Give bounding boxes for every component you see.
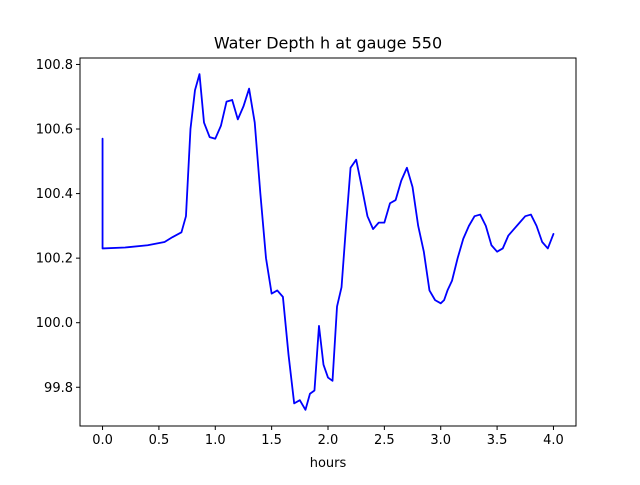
x-tick-label: 4.0: [543, 433, 564, 448]
series-line-0: [101, 73, 555, 411]
x-tick-label: 1.0: [205, 433, 226, 448]
x-tick-label: 2.5: [374, 433, 395, 448]
x-axis-label: hours: [310, 456, 347, 471]
plot-area: 0.0 0.5 1.0 1.5 2.0 2.5 3.0 3.5 4.0 99.8 100.0 100.…: [36, 57, 577, 448]
x-tick-label: 3.0: [430, 433, 451, 448]
y-tick-label: 100.4: [36, 187, 73, 202]
y-tick-label: 100.2: [36, 252, 73, 267]
y-tick-label: 100.8: [36, 58, 73, 73]
y-tick-label: 99.8: [44, 381, 73, 396]
x-tick-label: 0.0: [92, 433, 113, 448]
chart-title: Water Depth h at gauge 550: [214, 34, 442, 53]
x-tick-label: 0.5: [149, 433, 170, 448]
x-tick-label: 3.5: [487, 433, 508, 448]
y-tick-label: 100.6: [36, 123, 73, 138]
x-tick-label: 2.0: [318, 433, 339, 448]
y-tick-label: 100.0: [36, 316, 73, 331]
x-tick-label: 1.5: [261, 433, 282, 448]
